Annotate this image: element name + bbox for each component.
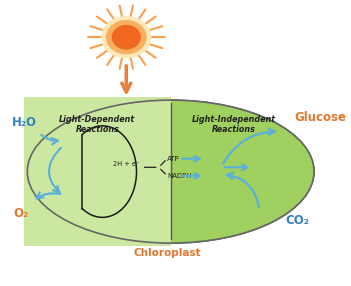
Text: Glucose: Glucose — [295, 111, 347, 124]
Bar — [24, 97, 171, 246]
Circle shape — [102, 17, 151, 57]
Text: ATP: ATP — [167, 156, 180, 162]
Text: CO₂: CO₂ — [285, 214, 309, 227]
Text: H₂O: H₂O — [11, 116, 37, 130]
Text: O₂: O₂ — [13, 206, 28, 220]
Ellipse shape — [27, 100, 314, 243]
Ellipse shape — [27, 100, 314, 243]
Circle shape — [112, 25, 140, 49]
Text: NADPH: NADPH — [167, 173, 192, 179]
Text: Light-Dependent
Reactions: Light-Dependent Reactions — [59, 115, 135, 134]
Text: Chloroplast: Chloroplast — [133, 248, 201, 258]
Circle shape — [107, 21, 146, 54]
Text: 2H + e⁻: 2H + e⁻ — [113, 162, 139, 167]
Text: Light-Independent
Reactions: Light-Independent Reactions — [192, 115, 276, 134]
